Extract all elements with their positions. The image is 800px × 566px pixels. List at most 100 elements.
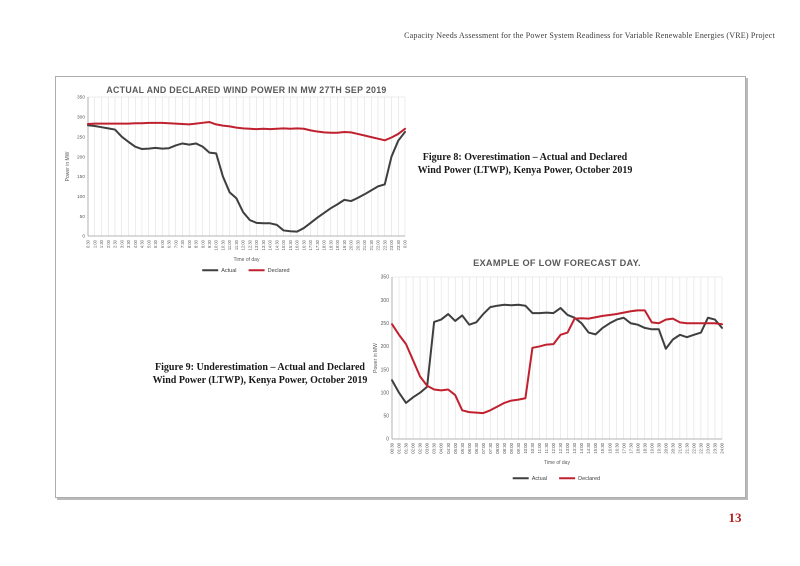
svg-text:01:00: 01:00 (397, 442, 402, 453)
x-axis-title: Time of day (234, 257, 260, 263)
svg-text:16:00: 16:00 (607, 442, 612, 453)
svg-text:21:30: 21:30 (684, 442, 689, 453)
svg-text:7:00: 7:00 (173, 239, 178, 248)
y-axis-title: Power in MW (373, 343, 379, 373)
svg-text:0: 0 (386, 437, 389, 443)
svg-text:3:30: 3:30 (126, 239, 131, 248)
svg-text:10:00: 10:00 (214, 239, 219, 250)
svg-text:50: 50 (383, 414, 389, 420)
svg-text:15:30: 15:30 (600, 442, 605, 453)
svg-text:17:30: 17:30 (628, 442, 633, 453)
svg-text:23:30: 23:30 (713, 442, 718, 453)
svg-text:11:30: 11:30 (234, 239, 239, 250)
svg-text:50: 50 (80, 214, 86, 220)
svg-text:200: 200 (77, 154, 85, 160)
svg-text:09:00: 09:00 (509, 442, 514, 453)
svg-text:12:00: 12:00 (551, 442, 556, 453)
legend-label-declared: Declared (578, 476, 600, 482)
svg-text:22:30: 22:30 (382, 239, 387, 250)
svg-text:1:30: 1:30 (99, 239, 104, 248)
svg-text:16:30: 16:30 (614, 442, 619, 453)
svg-text:04:00: 04:00 (439, 442, 444, 453)
svg-text:07:30: 07:30 (488, 442, 493, 453)
legend-label-actual: Actual (221, 268, 236, 274)
svg-text:05:00: 05:00 (453, 442, 458, 453)
svg-text:08:30: 08:30 (502, 442, 507, 453)
gridlines (391, 276, 723, 439)
svg-text:10:30: 10:30 (530, 442, 535, 453)
svg-text:10:00: 10:00 (523, 442, 528, 453)
figure8-caption-line2: Wind Power (LTWP), Kenya Power, October … (417, 165, 633, 176)
svg-text:2:30: 2:30 (113, 239, 118, 248)
svg-text:0:00: 0:00 (403, 239, 408, 248)
svg-text:21:30: 21:30 (369, 239, 374, 250)
svg-text:15:00: 15:00 (281, 239, 286, 250)
svg-text:8:00: 8:00 (187, 239, 192, 248)
svg-text:04:30: 04:30 (446, 442, 451, 453)
svg-text:23:00: 23:00 (389, 239, 394, 250)
svg-text:1:00: 1:00 (92, 239, 97, 248)
svg-text:18:00: 18:00 (635, 442, 640, 453)
svg-text:250: 250 (77, 134, 85, 140)
svg-text:9:00: 9:00 (200, 239, 205, 248)
svg-text:20:00: 20:00 (349, 239, 354, 250)
svg-text:11:00: 11:00 (537, 442, 542, 453)
svg-text:5:30: 5:30 (153, 239, 158, 248)
svg-text:350: 350 (381, 275, 390, 281)
svg-text:08:00: 08:00 (495, 442, 500, 453)
svg-text:20:30: 20:30 (670, 442, 675, 453)
svg-text:09:30: 09:30 (516, 442, 521, 453)
svg-text:14:30: 14:30 (274, 239, 279, 250)
svg-text:05:30: 05:30 (460, 442, 465, 453)
svg-text:0:30: 0:30 (86, 239, 91, 248)
svg-text:02:30: 02:30 (418, 442, 423, 453)
legend-label-actual: Actual (532, 476, 547, 482)
svg-text:0: 0 (82, 234, 85, 240)
svg-text:17:00: 17:00 (621, 442, 626, 453)
svg-text:22:30: 22:30 (699, 442, 704, 453)
svg-text:6:00: 6:00 (160, 239, 165, 248)
series-line-declared (87, 121, 406, 142)
svg-text:20:30: 20:30 (355, 239, 360, 250)
svg-text:01:30: 01:30 (404, 442, 409, 453)
svg-text:9:30: 9:30 (207, 239, 212, 248)
svg-text:24:00: 24:00 (720, 442, 725, 453)
svg-text:18:00: 18:00 (322, 239, 327, 250)
svg-text:20:00: 20:00 (663, 442, 668, 453)
svg-text:18:30: 18:30 (642, 442, 647, 453)
svg-text:2:00: 2:00 (106, 239, 111, 248)
x-tick-labels: 00:30 01:00 01:30 02:00 02:30 03:00 03:30 04:00… (390, 442, 725, 453)
svg-text:19:00: 19:00 (335, 239, 340, 250)
svg-text:13:00: 13:00 (565, 442, 570, 453)
svg-text:150: 150 (77, 174, 85, 180)
x-tick-labels: 0:30 1:00 1:30 2:00 2:30 3:00 3:30 4:00 4:30 5:00… (86, 239, 408, 250)
svg-text:23:30: 23:30 (396, 239, 401, 250)
svg-text:4:30: 4:30 (140, 239, 145, 248)
svg-text:23:00: 23:00 (706, 442, 711, 453)
svg-text:07:00: 07:00 (481, 442, 486, 453)
svg-text:19:30: 19:30 (342, 239, 347, 250)
svg-text:13:30: 13:30 (261, 239, 266, 250)
y-tick-labels: 0 50 100 150 200 250 300 350 (381, 275, 390, 443)
svg-text:8:30: 8:30 (194, 239, 199, 248)
page-header: Capacity Needs Assessment for the Power … (404, 31, 775, 40)
series-line-actual (391, 303, 723, 404)
chart-legend: Actual Declared (202, 268, 290, 274)
figure9-caption-line2: Wind Power (LTWP), Kenya Power, October … (152, 375, 368, 386)
svg-text:06:30: 06:30 (474, 442, 479, 453)
svg-text:17:30: 17:30 (315, 239, 320, 250)
svg-text:14:30: 14:30 (586, 442, 591, 453)
svg-text:03:30: 03:30 (432, 442, 437, 453)
svg-text:22:00: 22:00 (376, 239, 381, 250)
page-number: 13 (728, 510, 742, 525)
svg-text:15:00: 15:00 (593, 442, 598, 453)
svg-text:00:30: 00:30 (390, 442, 395, 453)
figure9-chart: EXAMPLE OF LOW FORECAST DAY. 0 50 100 150 200… (373, 258, 725, 482)
svg-text:16:00: 16:00 (295, 239, 300, 250)
chart-title: EXAMPLE OF LOW FORECAST DAY. (473, 258, 641, 268)
svg-text:14:00: 14:00 (268, 239, 273, 250)
svg-text:11:00: 11:00 (227, 239, 232, 250)
svg-text:12:30: 12:30 (558, 442, 563, 453)
svg-text:14:00: 14:00 (579, 442, 584, 453)
figure9-caption: Figure 9: Underestimation – Actual and D… (140, 361, 380, 387)
